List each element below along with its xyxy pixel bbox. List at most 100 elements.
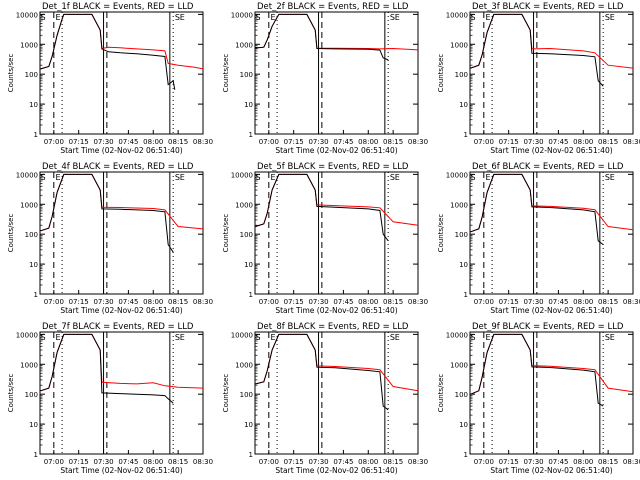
y-tick-label: 1000	[235, 41, 253, 49]
y-tick-label: 1	[249, 451, 253, 459]
y-tick-label: 1	[34, 291, 38, 299]
saa-marker: E	[485, 333, 490, 342]
series-line-events	[40, 173, 174, 253]
chart-panel-4: Det_4f BLACK = Events, RED = LLD 1 10 100 10…	[7, 162, 213, 315]
y-tick-label: 10000	[446, 331, 468, 339]
y-tick-label: 100	[240, 71, 253, 79]
series-line-events	[255, 13, 389, 61]
y-tick-label: 1	[249, 131, 253, 139]
x-tick-label: 08:00	[358, 458, 378, 466]
x-axis-label: Start Time (02-Nov-02 06:51:40)	[275, 146, 397, 155]
x-tick-label: 07:00	[259, 298, 279, 306]
chart-panel-9: Det_9f BLACK = Events, RED = LLD 1 10 100 10…	[437, 322, 640, 475]
y-tick-label: 100	[240, 231, 253, 239]
x-tick-label: 08:15	[383, 298, 403, 306]
y-tick-label: 1000	[450, 361, 468, 369]
x-tick-label: 07:45	[548, 458, 568, 466]
y-tick-label: 10000	[446, 171, 468, 179]
saa-marker: E	[55, 173, 60, 182]
saa-marker: S	[175, 333, 180, 342]
plot-frame	[254, 11, 419, 135]
x-axis-label: Start Time (02-Nov-02 06:51:40)	[490, 466, 612, 475]
saa-marker: E	[270, 333, 275, 342]
x-tick-label: 08:00	[573, 458, 593, 466]
x-tick-label: 07:00	[259, 458, 279, 466]
saa-marker: E	[395, 13, 400, 22]
x-tick-label: 08:15	[383, 458, 403, 466]
series-line-events	[40, 333, 174, 404]
y-axis-label: Counts/sec	[437, 214, 445, 253]
x-tick-label: 07:45	[118, 458, 138, 466]
x-tick-label: 08:30	[408, 298, 428, 306]
x-axis-label: Start Time (02-Nov-02 06:51:40)	[490, 306, 612, 315]
y-tick-label: 100	[25, 391, 38, 399]
x-tick-label: 07:45	[333, 138, 353, 146]
y-tick-label: 100	[240, 391, 253, 399]
x-tick-label: 08:15	[168, 138, 188, 146]
chart-title: Det_5f BLACK = Events, RED = LLD	[257, 162, 409, 172]
series-line-events	[470, 173, 604, 245]
x-tick-label: 08:15	[168, 458, 188, 466]
x-tick-label: 07:00	[474, 458, 494, 466]
x-tick-label: 08:30	[623, 298, 640, 306]
y-tick-label: 100	[25, 71, 38, 79]
x-tick-label: 08:00	[143, 458, 163, 466]
y-tick-label: 10	[29, 421, 38, 429]
plot-frame	[469, 11, 634, 135]
y-axis-label: Counts/sec	[222, 54, 230, 93]
saa-marker: S	[256, 173, 261, 182]
x-tick-label: 07:30	[523, 298, 543, 306]
saa-marker: E	[395, 173, 400, 182]
x-tick-label: 07:15	[284, 458, 304, 466]
x-tick-label: 07:00	[259, 138, 279, 146]
series-line-lld	[40, 333, 204, 392]
series-line-events	[470, 13, 604, 87]
x-tick-label: 07:30	[93, 458, 113, 466]
y-axis-label: Counts/sec	[437, 374, 445, 413]
series-line-lld	[255, 333, 419, 392]
series-line-lld	[470, 173, 634, 233]
y-tick-label: 1000	[20, 201, 38, 209]
y-tick-label: 10	[244, 421, 253, 429]
chart-title: Det_8f BLACK = Events, RED = LLD	[257, 322, 409, 332]
y-tick-label: 10000	[16, 11, 38, 19]
x-tick-label: 08:30	[408, 138, 428, 146]
x-tick-label: 07:30	[523, 458, 543, 466]
saa-marker: S	[471, 333, 476, 342]
y-tick-label: 1000	[20, 361, 38, 369]
y-tick-label: 10000	[446, 11, 468, 19]
x-tick-label: 08:15	[383, 138, 403, 146]
chart-panel-3: Det_3f BLACK = Events, RED = LLD 1 10 100 10…	[437, 2, 640, 155]
plot-frame	[254, 331, 419, 455]
x-tick-label: 07:15	[69, 458, 89, 466]
y-tick-label: 100	[455, 71, 468, 79]
y-tick-label: 10000	[16, 331, 38, 339]
chart-title: Det_9f BLACK = Events, RED = LLD	[472, 322, 624, 332]
chart-panel-7: Det_7f BLACK = Events, RED = LLD 1 10 100 10…	[7, 322, 213, 475]
saa-marker: E	[180, 333, 185, 342]
x-tick-label: 07:30	[308, 298, 328, 306]
x-tick-label: 08:30	[623, 138, 640, 146]
saa-marker: S	[605, 333, 610, 342]
y-tick-label: 10	[244, 101, 253, 109]
saa-marker: S	[605, 173, 610, 182]
y-tick-label: 10	[459, 421, 468, 429]
y-axis-label: Counts/sec	[222, 374, 230, 413]
y-tick-label: 10000	[231, 331, 253, 339]
series-line-events	[255, 333, 389, 411]
x-tick-label: 08:00	[573, 298, 593, 306]
series-line-lld	[470, 13, 634, 69]
y-tick-label: 100	[455, 391, 468, 399]
saa-marker: E	[610, 173, 615, 182]
chart-panel-1: Det_1f BLACK = Events, RED = LLD 1 10 100 10…	[7, 2, 213, 155]
x-tick-label: 07:00	[44, 138, 64, 146]
saa-marker: S	[256, 333, 261, 342]
saa-marker: E	[485, 13, 490, 22]
x-axis-label: Start Time (02-Nov-02 06:51:40)	[490, 146, 612, 155]
x-tick-label: 08:30	[193, 458, 213, 466]
y-tick-label: 1	[249, 291, 253, 299]
saa-marker: E	[270, 13, 275, 22]
y-axis-label: Counts/sec	[7, 54, 15, 93]
x-tick-label: 07:30	[93, 298, 113, 306]
y-tick-label: 1	[34, 131, 38, 139]
